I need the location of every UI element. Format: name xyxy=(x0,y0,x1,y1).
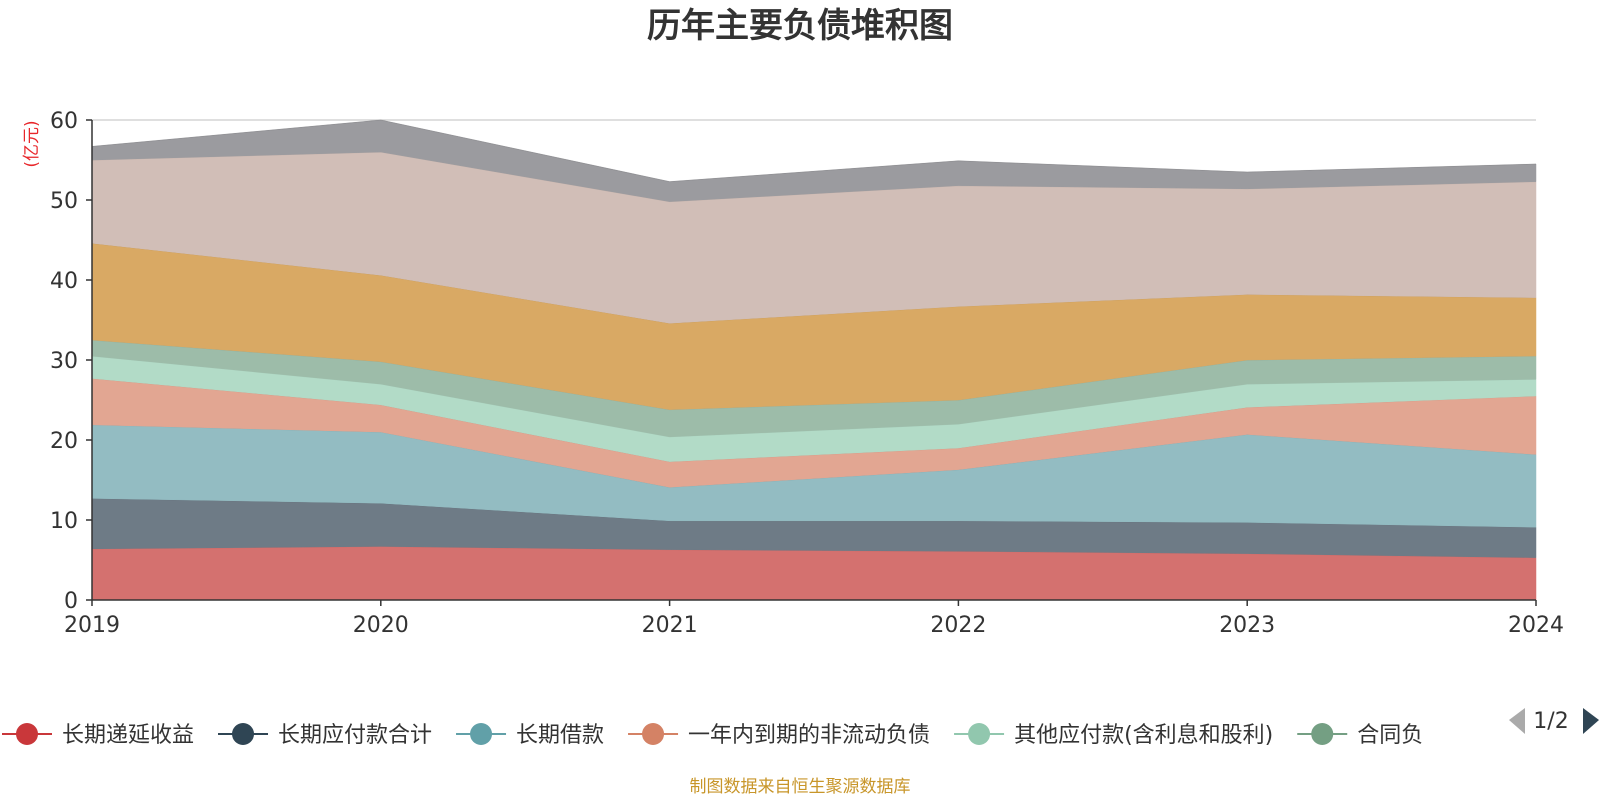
legend-marker-icon xyxy=(232,723,255,745)
y-tick-label: 10 xyxy=(50,509,78,534)
y-tick-label: 50 xyxy=(50,189,78,214)
legend-label: 长期应付款合计 xyxy=(278,723,432,748)
x-tick-label: 2020 xyxy=(353,613,409,638)
y-tick-label: 30 xyxy=(50,349,78,374)
legend: 长期递延收益 长期应付款合计 长期借款 一年内到期的非流动负债 其他应付款(含利息和股利… xyxy=(2,723,1423,748)
legend-item-2[interactable]: 长期借款 xyxy=(456,723,604,748)
legend-item-1[interactable]: 长期应付款合计 xyxy=(218,723,432,748)
area-edge-8 xyxy=(91,119,1537,183)
legend-marker-icon xyxy=(470,723,493,745)
x-tick-label: 2023 xyxy=(1219,613,1275,638)
y-tick-label: 20 xyxy=(50,429,78,454)
legend-item-3[interactable]: 一年内到期的非流动负债 xyxy=(628,723,930,748)
y-tick-label: 60 xyxy=(50,109,78,134)
axes xyxy=(86,119,1537,606)
x-tick-label: 2021 xyxy=(642,613,698,638)
legend-label: 合同负 xyxy=(1357,723,1423,748)
data-source-note: 制图数据来自恒生聚源数据库 xyxy=(690,777,911,797)
legend-item-5[interactable]: 合同负 xyxy=(1297,723,1423,748)
legend-label: 其他应付款(含利息和股利) xyxy=(1014,723,1273,748)
legend-item-4[interactable]: 其他应付款(含利息和股利) xyxy=(954,723,1273,748)
legend-pager: 1/2 xyxy=(1509,708,1599,734)
legend-item-0[interactable]: 长期递延收益 xyxy=(2,723,194,748)
y-axis-unit: (亿元) xyxy=(22,120,42,167)
area-series xyxy=(91,119,1537,601)
area-series-8 xyxy=(91,119,1537,202)
legend-page-number: 1/2 xyxy=(1533,709,1568,734)
y-tick-label: 0 xyxy=(64,589,78,614)
x-tick-label: 2024 xyxy=(1508,613,1564,638)
y-tick-label: 40 xyxy=(50,269,78,294)
legend-label: 一年内到期的非流动负债 xyxy=(688,723,930,748)
legend-marker-icon xyxy=(968,723,991,745)
tick-labels: 0 10 20 30 40 50 60 2019 2020 2021 2022 2023 2024 xyxy=(50,109,1564,638)
legend-marker-icon xyxy=(1311,723,1334,745)
pager-prev-icon[interactable] xyxy=(1509,708,1525,734)
chart-title: 历年主要负债堆积图 xyxy=(647,6,953,46)
legend-marker-icon xyxy=(642,723,665,745)
legend-label: 长期递延收益 xyxy=(62,723,194,748)
legend-label: 长期借款 xyxy=(516,723,604,748)
legend-marker-icon xyxy=(16,723,38,745)
x-tick-label: 2019 xyxy=(64,613,120,638)
pager-next-icon[interactable] xyxy=(1583,708,1599,734)
x-tick-label: 2022 xyxy=(930,613,986,638)
